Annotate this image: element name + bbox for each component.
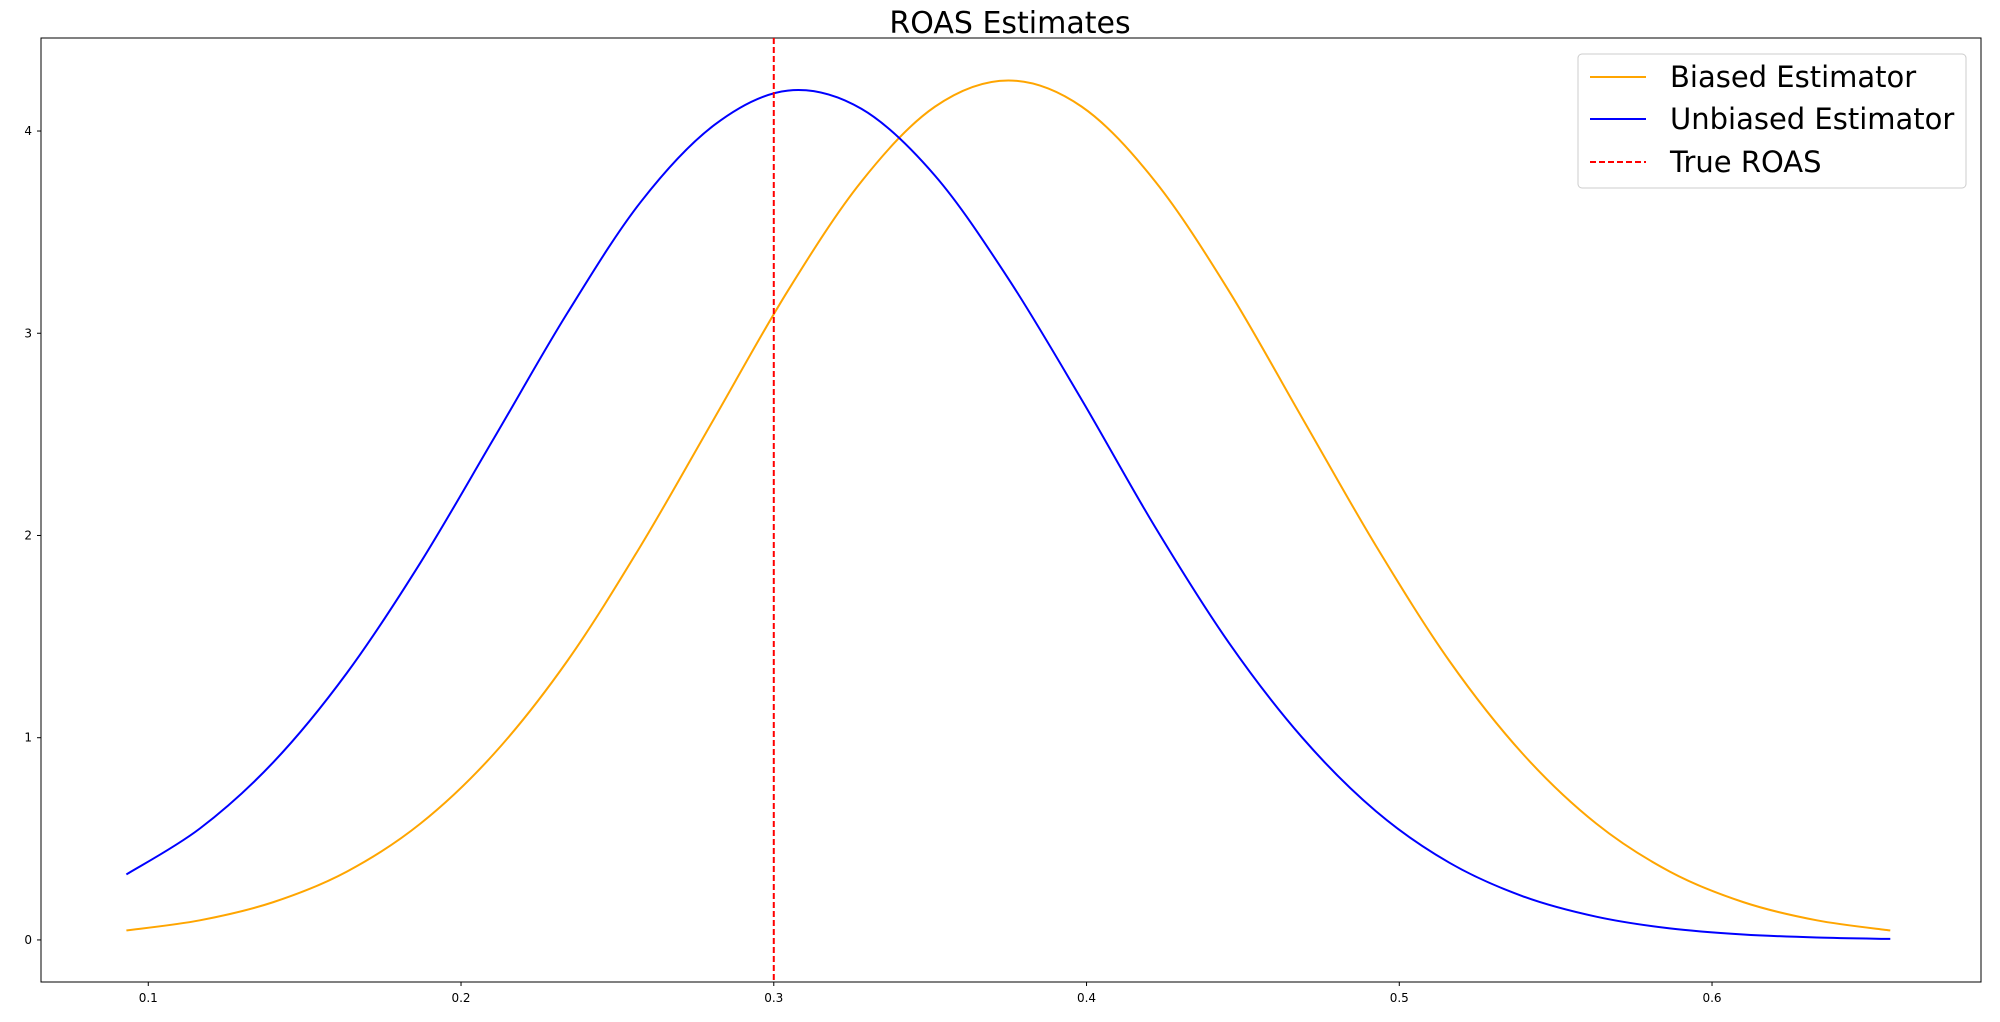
biased-estimator-line [126, 79, 1891, 932]
x-tick-label: 0.3 [764, 991, 783, 1005]
x-tick-label: 0.4 [1077, 991, 1096, 1005]
chart-title: ROAS Estimates [889, 6, 1130, 41]
unbiased-estimator-line [125, 89, 1891, 940]
y-tick-label: 4 [24, 124, 32, 138]
legend-box [1577, 53, 1967, 189]
legend-label-biased: Biased Estimator [1670, 60, 1916, 94]
legend-label-true-roas: True ROAS [1669, 145, 1822, 179]
x-tick-label: 0.6 [1702, 991, 1721, 1005]
x-tick-label: 0.2 [451, 991, 470, 1005]
plot-lines [125, 38, 1891, 982]
x-tick-label: 0.1 [139, 991, 158, 1005]
x-axis: 0.1 0.2 0.3 0.4 0.5 0.6 [139, 982, 1722, 1005]
y-tick-label: 1 [24, 731, 32, 745]
y-tick-label: 3 [24, 326, 32, 340]
legend-label-unbiased: Unbiased Estimator [1670, 102, 1954, 136]
y-axis: 0 1 2 3 4 [24, 124, 41, 947]
plot-area-frame [40, 37, 1982, 983]
x-tick-label: 0.5 [1390, 991, 1409, 1005]
legend: Biased Estimator Unbiased Estimator True… [1577, 53, 1967, 189]
y-tick-label: 2 [24, 528, 32, 542]
y-tick-label: 0 [24, 933, 32, 947]
